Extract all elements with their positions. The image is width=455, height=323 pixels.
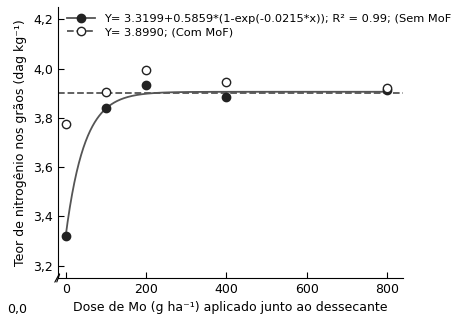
X-axis label: Dose de Mo (g ha⁻¹) aplicado junto ao dessecante: Dose de Mo (g ha⁻¹) aplicado junto ao de… [73,301,388,315]
Text: 0,0: 0,0 [7,303,27,316]
Y-axis label: Teor de nitrogênio nos grãos (dag kg⁻¹): Teor de nitrogênio nos grãos (dag kg⁻¹) [15,19,27,266]
Legend: Y= 3.3199+0.5859*(1-exp(-0.0215*x)); R² = 0.99; (Sem MoF, Y= 3.8990; (Com MoF): Y= 3.3199+0.5859*(1-exp(-0.0215*x)); R² … [63,10,455,41]
